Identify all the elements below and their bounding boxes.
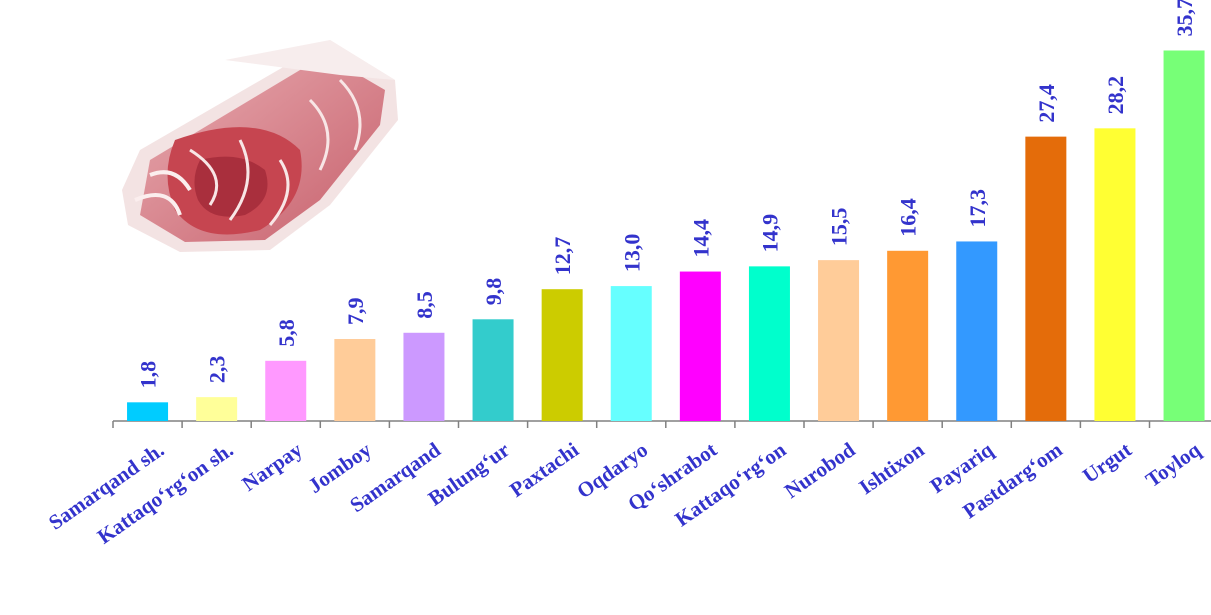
category-label: Ishtixon — [855, 437, 929, 499]
bar — [265, 360, 307, 421]
value-label: 27,4 — [1034, 84, 1059, 123]
bar — [748, 266, 790, 421]
category-label: Narpay — [237, 437, 307, 496]
category-label: Urgut — [1078, 437, 1136, 487]
value-label: 5,8 — [274, 319, 299, 347]
bar — [472, 319, 514, 421]
value-label: 9,8 — [481, 278, 506, 306]
bar — [403, 332, 445, 421]
value-label: 35,7 — [1172, 0, 1197, 36]
bar — [679, 271, 721, 421]
value-label: 15,5 — [827, 208, 852, 247]
bar — [196, 397, 238, 421]
value-label: 8,5 — [412, 291, 437, 319]
bar — [956, 241, 998, 421]
bar — [1025, 136, 1067, 421]
value-label: 14,4 — [688, 219, 713, 258]
bar — [334, 339, 376, 421]
value-label: 12,7 — [550, 237, 575, 276]
bar — [1163, 50, 1205, 422]
category-label: Paxtachi — [505, 437, 583, 502]
bar — [127, 402, 169, 421]
category-labels-group: Samarqand sh.Kattaqo‘rg‘on sh. NarpayJomb… — [44, 437, 1205, 549]
bar — [887, 250, 929, 421]
raw-meat-icon — [122, 40, 398, 252]
bar — [818, 260, 860, 421]
value-label: 1,8 — [136, 361, 161, 389]
value-labels-group: 1,8 2,3 5,8 7,9 8,5 9,8 12,7 13,0 14,4 14,9 15,5 16… — [136, 0, 1198, 388]
bar — [610, 286, 652, 421]
bar — [1094, 128, 1136, 422]
category-label: Toyloq — [1141, 437, 1205, 492]
value-label: 7,9 — [343, 298, 368, 326]
value-label: 17,3 — [965, 189, 990, 228]
bars-group — [127, 50, 1205, 422]
value-label: 14,9 — [757, 214, 782, 253]
value-label: 13,0 — [619, 234, 644, 273]
bar — [541, 289, 583, 421]
x-axis-ticks — [112, 421, 1151, 428]
category-label: Nurobod — [780, 437, 860, 503]
value-label: 28,2 — [1103, 76, 1128, 115]
value-label: 2,3 — [205, 356, 230, 384]
value-label: 16,4 — [896, 198, 921, 237]
